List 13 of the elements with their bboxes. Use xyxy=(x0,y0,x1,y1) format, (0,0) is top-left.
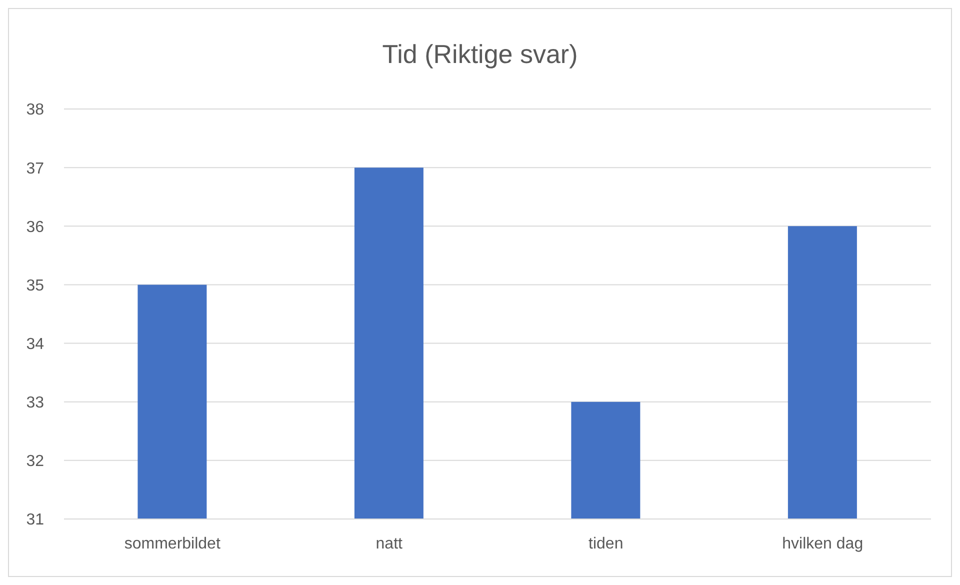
y-tick-label: 32 xyxy=(26,453,44,470)
x-tick-label: tiden xyxy=(588,535,624,552)
y-tick-label: 34 xyxy=(26,336,44,353)
y-tick-label: 33 xyxy=(26,394,44,412)
chart-title: Tid (Riktige svar) xyxy=(381,39,579,70)
y-tick-label: 37 xyxy=(26,160,44,178)
x-tick-label: natt xyxy=(376,535,404,552)
y-tick-label: 36 xyxy=(26,218,44,236)
y-tick-label: 31 xyxy=(26,512,44,529)
x-tick-label: sommerbildet xyxy=(124,535,221,552)
y-tick-label: 38 xyxy=(26,102,44,119)
y-tick-label: 35 xyxy=(26,277,44,294)
x-tick-label: hvilken dag xyxy=(782,535,864,552)
